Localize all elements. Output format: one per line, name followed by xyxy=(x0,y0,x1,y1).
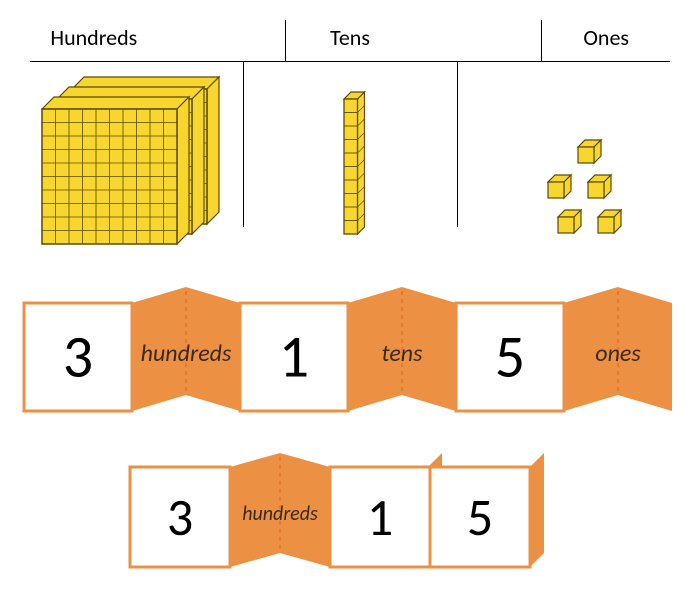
folding-strip-icon: hundreds tens ones 3 1 5 xyxy=(10,287,690,437)
svg-text:5: 5 xyxy=(467,485,493,549)
tens-blocks-icon xyxy=(244,62,457,262)
svg-text:hundreds: hundreds xyxy=(141,339,232,368)
svg-text:1: 1 xyxy=(279,321,309,394)
header-tens: Tens xyxy=(286,20,414,61)
divider xyxy=(158,20,287,61)
tens-cell xyxy=(244,62,457,262)
ones-blocks-icon xyxy=(458,62,671,262)
expanded-strip-1: hundreds tens ones 3 1 5 xyxy=(10,287,690,437)
folding-strip-icon: hundreds 3 1 5 xyxy=(10,447,690,587)
header-hundreds: Hundreds xyxy=(30,20,158,61)
blocks-row xyxy=(30,62,670,262)
expanded-strip-2: hundreds 3 1 5 xyxy=(10,447,690,587)
svg-text:3: 3 xyxy=(63,321,93,394)
svg-text:tens: tens xyxy=(382,339,424,368)
ones-cell xyxy=(458,62,671,262)
svg-text:hundreds: hundreds xyxy=(242,502,318,526)
svg-text:ones: ones xyxy=(595,339,641,368)
table-headers: Hundreds Tens Ones xyxy=(30,20,670,62)
hundreds-blocks-icon xyxy=(30,62,243,262)
svg-text:1: 1 xyxy=(367,485,393,549)
place-value-table: Hundreds Tens Ones xyxy=(30,20,670,262)
divider xyxy=(414,20,543,61)
header-ones: Ones xyxy=(542,20,670,61)
svg-text:5: 5 xyxy=(495,321,525,394)
hundreds-cell xyxy=(30,62,243,262)
svg-text:3: 3 xyxy=(167,485,193,549)
